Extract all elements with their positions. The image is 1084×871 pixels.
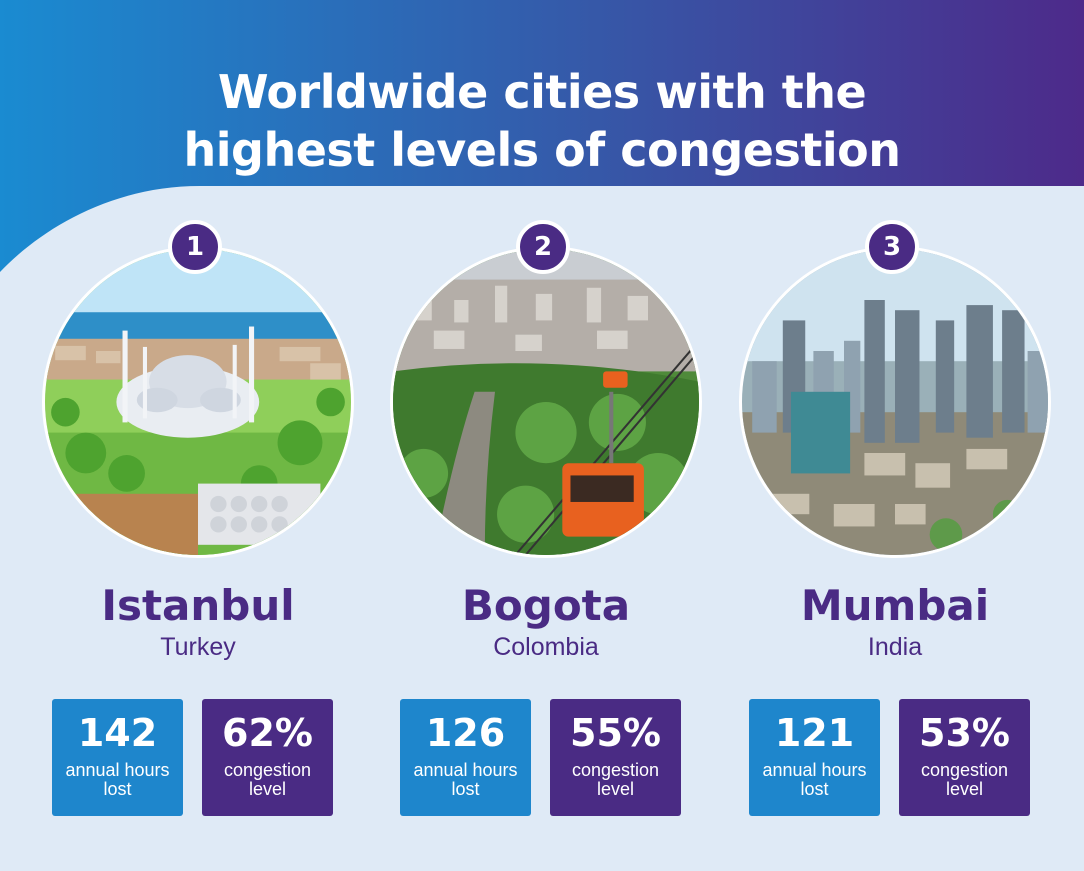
city-card-mumbai: 3 Mumbai India 121 annual hours lost 53%… bbox=[735, 0, 1055, 871]
congestion-label: congestion level bbox=[920, 760, 1009, 799]
congestion-box: 53% congestion level bbox=[899, 699, 1030, 816]
hours-lost-box: 142 annual hours lost bbox=[52, 699, 183, 816]
hours-lost-label: annual hours lost bbox=[762, 760, 867, 799]
hours-lost-box: 126 annual hours lost bbox=[400, 699, 531, 816]
hours-lost-value: 121 bbox=[774, 711, 855, 755]
hours-lost-value: 142 bbox=[77, 711, 158, 755]
city-name: Bogota bbox=[461, 581, 631, 630]
congestion-box: 55% congestion level bbox=[550, 699, 681, 816]
congestion-value: 53% bbox=[919, 711, 1010, 755]
cable-car-photo bbox=[390, 246, 702, 558]
title-line-2: highest levels of congestion bbox=[183, 122, 901, 177]
hours-lost-value: 126 bbox=[425, 711, 506, 755]
hours-lost-label: annual hours lost bbox=[65, 760, 170, 799]
city-card-bogota: 2 Bogota Colombia 126 annual hours lost … bbox=[386, 0, 706, 871]
rank-badge: 1 bbox=[168, 220, 222, 274]
congestion-box: 62% congestion level bbox=[202, 699, 333, 816]
country-name: Turkey bbox=[160, 633, 236, 661]
congestion-value: 62% bbox=[222, 711, 313, 755]
congestion-label: congestion level bbox=[571, 760, 660, 799]
hours-lost-box: 121 annual hours lost bbox=[749, 699, 880, 816]
country-name: Colombia bbox=[493, 633, 599, 661]
rank-badge: 2 bbox=[516, 220, 570, 274]
city-name: Istanbul bbox=[101, 581, 295, 630]
hours-lost-label: annual hours lost bbox=[413, 760, 518, 799]
rank-badge: 3 bbox=[865, 220, 919, 274]
mosque-photo bbox=[42, 246, 354, 558]
congestion-label: congestion level bbox=[223, 760, 312, 799]
congestion-value: 55% bbox=[570, 711, 661, 755]
city-card-istanbul: 1 Istanbul Turkey 142 annual hours lost … bbox=[38, 0, 358, 871]
country-name: India bbox=[867, 633, 923, 661]
skyline-photo bbox=[739, 246, 1051, 558]
city-name: Mumbai bbox=[800, 581, 990, 630]
page-title: Worldwide cities with the highest levels… bbox=[0, 63, 1084, 179]
title-line-1: Worldwide cities with the bbox=[217, 64, 867, 119]
